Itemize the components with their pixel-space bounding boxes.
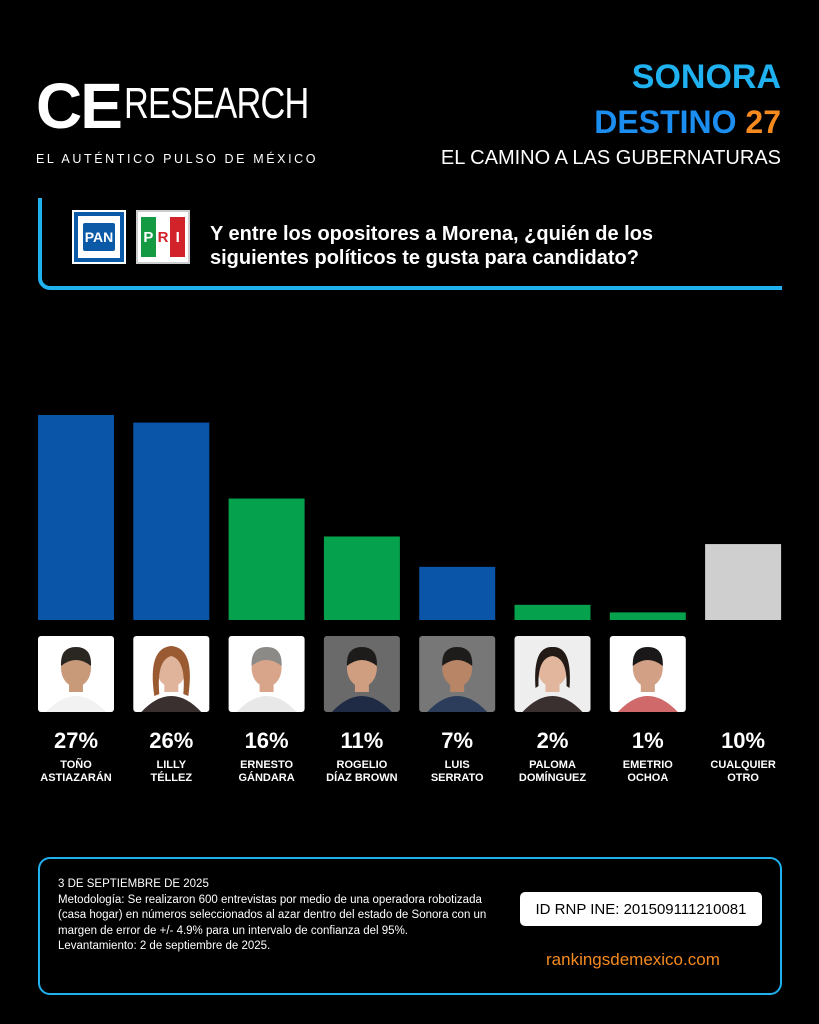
pan-logo-text: PAN xyxy=(82,223,116,251)
fieldwork-date: Levantamiento: 2 de septiembre de 2025. xyxy=(58,940,271,952)
bar xyxy=(419,566,496,620)
bar xyxy=(514,604,591,620)
category-label: GÁNDARA xyxy=(238,771,294,784)
candidate-photo xyxy=(514,636,591,712)
category-label: TÉLLEZ xyxy=(151,771,193,784)
survey-date: 3 DE SEPTIEMBRE DE 2025 xyxy=(58,878,209,890)
data-label: 7% xyxy=(441,728,473,753)
category-label: LILLY xyxy=(157,759,187,771)
state-title: SONORA xyxy=(631,58,781,96)
candidate-photo xyxy=(228,636,305,712)
data-label: 11% xyxy=(340,728,383,753)
bar xyxy=(323,536,400,620)
series-title: DESTINO 27 xyxy=(594,104,781,141)
bar xyxy=(609,612,686,620)
methodology-box xyxy=(38,857,782,995)
pan-logo: PAN xyxy=(72,210,126,264)
category-label: LUIS xyxy=(445,759,470,771)
category-label: SERRATO xyxy=(431,772,484,784)
category-label: DÍAZ BROWN xyxy=(326,771,398,784)
category-label: OTRO xyxy=(727,772,759,784)
logo-ce-text: CE xyxy=(36,70,123,142)
category-label: ROGELIO xyxy=(337,759,388,771)
candidate-photo xyxy=(419,636,496,712)
survey-question: Y entre los opositores a Morena, ¿quién … xyxy=(210,223,654,269)
pri-letter-i: I xyxy=(170,217,186,257)
rnp-id-badge: ID RNP INE: 201509111210081 xyxy=(520,892,762,926)
series-subtitle: EL CAMINO A LAS GUBERNATURAS xyxy=(440,147,781,169)
candidate-photo xyxy=(609,636,686,712)
data-label: 16% xyxy=(245,728,289,753)
methodology-description: Metodología: Se realizaron 600 entrevist… xyxy=(58,893,487,937)
candidate-photo xyxy=(38,636,114,712)
logo-tagline: EL AUTÉNTICO PULSO DE MÉXICO xyxy=(36,152,319,166)
candidate-photo xyxy=(133,636,210,712)
logo-research-text: RESEARCH xyxy=(124,79,309,128)
category-label: TOÑO xyxy=(60,758,92,771)
candidate-photo xyxy=(323,636,400,712)
data-label: 10% xyxy=(721,728,765,753)
pri-logo: P R I xyxy=(136,210,190,264)
methodology-text: 3 DE SEPTIEMBRE DE 2025 Metodología: Se … xyxy=(58,877,498,955)
data-label: 27% xyxy=(54,728,98,753)
bar xyxy=(133,422,210,620)
data-label: 2% xyxy=(537,728,569,753)
bar xyxy=(228,498,305,620)
bar xyxy=(38,415,114,620)
ce-research-logo: CE RESEARCH EL AUTÉNTICO PULSO DE MÉXICO xyxy=(36,68,326,178)
category-label: OCHOA xyxy=(627,772,668,784)
series-title-text: DESTINO xyxy=(594,104,737,140)
data-label: 26% xyxy=(149,728,193,753)
website-link[interactable]: rankingsdemexico.com xyxy=(546,950,720,969)
pri-letter-p: P xyxy=(141,217,156,257)
data-label: 1% xyxy=(632,728,664,753)
category-label: ASTIAZARÁN xyxy=(40,771,112,784)
category-label: CUALQUIER xyxy=(710,759,775,771)
series-title-number: 27 xyxy=(745,104,781,140)
bar xyxy=(705,544,782,620)
category-label: EMETRIO xyxy=(623,759,674,771)
category-label: ERNESTO xyxy=(240,759,293,771)
category-label: PALOMA xyxy=(529,759,576,771)
category-label: DOMÍNGUEZ xyxy=(519,771,587,784)
question-frame xyxy=(38,198,782,290)
pri-letter-r: R xyxy=(155,217,171,257)
